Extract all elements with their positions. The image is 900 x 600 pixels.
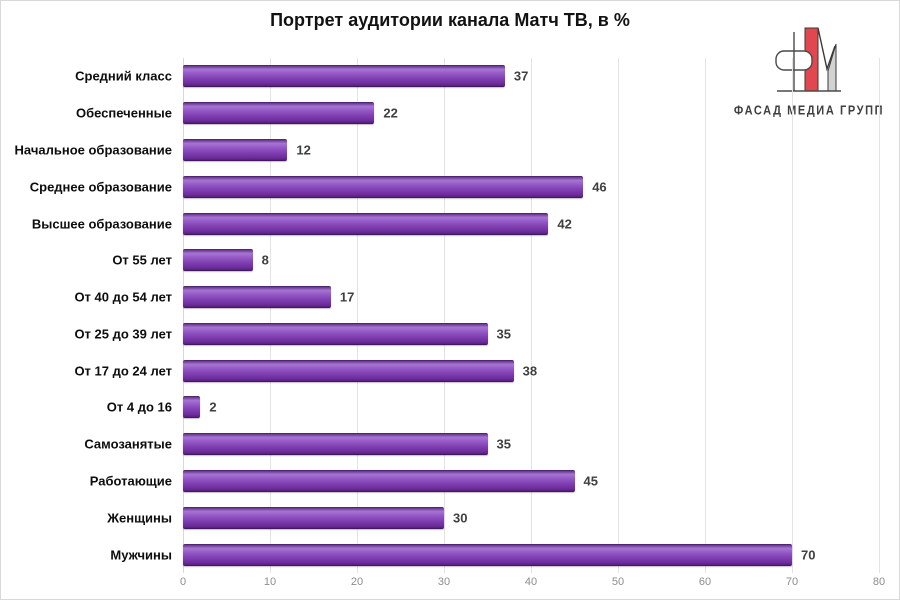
chart-plot-area: Средний класс 37 Обеспеченные 22 Начальное о… [15,58,880,573]
category-label: Обеспеченные [75,105,172,121]
bar [183,212,549,235]
category-label: Средний класс [75,68,172,84]
chart-title: Портрет аудитории канала Матч ТВ, в % [270,10,630,30]
value-label: 70 [801,547,816,563]
category-label: Мужчины [110,547,172,563]
gridline [183,58,184,573]
x-tick-label: 30 [437,576,451,588]
value-label: 22 [383,105,398,121]
bar [183,175,584,198]
category-label: Женщины [107,510,172,526]
bar [183,506,444,529]
value-label: 35 [496,326,511,342]
bar-row: От 55 лет 8 [112,242,879,279]
bar-row: Самозанятые 35 [84,426,879,463]
x-tick-label: 60 [698,576,712,588]
logo-mark-icon [775,27,841,92]
x-tick-label: 40 [524,576,538,588]
category-label: От 40 до 54 лет [74,289,172,305]
bar [183,65,505,88]
gridline [357,58,358,573]
x-tick-label: 50 [611,576,625,588]
bar [183,138,288,161]
bar [183,286,331,309]
value-label: 37 [513,68,529,84]
value-label: 38 [522,363,538,379]
category-label: Высшее образование [31,216,172,232]
bar-row: Работающие 45 [90,463,879,500]
logo-text: ФАСАД МЕДИА ГРУПП [733,104,885,118]
category-label: От 17 до 24 лет [74,363,172,379]
x-tick-label: 70 [785,576,799,588]
gridline [618,58,619,573]
value-label: 12 [296,142,311,158]
x-tick-label: 10 [263,576,277,588]
bar [183,469,575,492]
category-label: Начальное образование [14,142,172,158]
value-label: 17 [339,289,355,305]
category-label: От 55 лет [112,252,172,268]
bar-row: Обеспеченные 22 [76,95,879,132]
gridline [705,58,706,573]
gridline [879,58,880,573]
bar [183,396,201,419]
bar-row: От 40 до 54 лет 17 [74,279,879,316]
bar [183,322,488,345]
bar-row: Женщины 30 [107,499,879,536]
bar-row: Высшее образование 42 [32,205,879,242]
gridline [531,58,532,573]
bar [183,359,514,382]
x-axis: 0 10 20 30 40 50 60 70 80 [179,572,885,594]
bar-row: От 17 до 24 лет 38 [74,352,879,389]
category-label: Самозанятые [84,436,172,452]
value-label: 35 [496,436,511,452]
bar-row: От 4 до 16 2 [107,389,879,426]
value-label: 30 [453,510,468,526]
bar [183,433,488,456]
gridline [270,58,271,573]
category-label: От 4 до 16 [106,399,172,415]
value-label: 2 [209,399,217,415]
x-tick-label: 20 [350,576,364,588]
category-label: Работающие [89,473,172,489]
gridline [444,58,445,573]
bar-row: Средний класс 37 [75,58,879,95]
x-tick-label: 80 [872,576,886,588]
category-label: Среднее образование [29,179,172,195]
bar-row: Среднее образование 46 [30,168,879,205]
value-label: 46 [592,179,607,195]
bar-row: Мужчины 70 [110,536,879,573]
bar [183,102,375,125]
bar-row: От 25 до 39 лет 35 [74,315,879,352]
bar [183,249,253,272]
value-label: 42 [557,216,572,232]
bar [183,543,792,566]
category-label: От 25 до 39 лет [74,326,172,342]
company-logo: ФАСАД МЕДИА ГРУПП [731,21,887,118]
gridline [792,58,793,573]
x-tick-label: 0 [179,576,187,588]
value-label: 8 [261,252,269,268]
bar-rows: Средний класс 37 Обеспеченные 22 Начальное о… [15,58,879,573]
value-label: 45 [583,473,598,489]
bar-row: Начальное образование 12 [15,132,879,169]
